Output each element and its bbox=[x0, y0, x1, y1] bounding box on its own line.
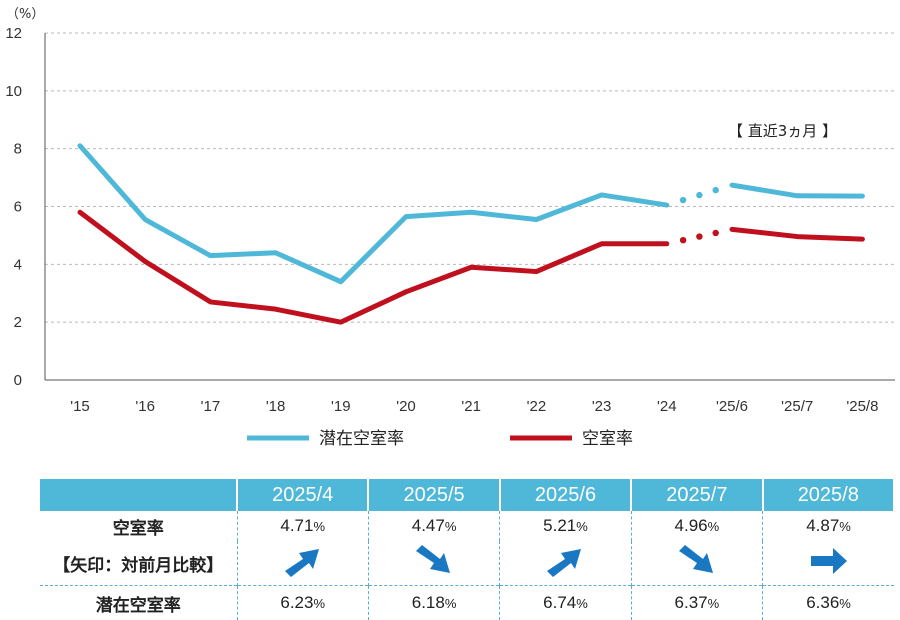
y-tick-label: 0 bbox=[14, 372, 22, 389]
series-lines bbox=[80, 146, 862, 322]
x-tick-label: '20 bbox=[396, 398, 416, 415]
up-right-arrow-icon bbox=[281, 543, 325, 579]
table-header-row: 2025/4 2025/5 2025/6 2025/7 2025/8 bbox=[40, 479, 894, 511]
trend-cell bbox=[631, 541, 762, 586]
trend-cell bbox=[237, 541, 368, 586]
header-blank bbox=[40, 479, 237, 511]
y-tick-label: 12 bbox=[5, 25, 22, 42]
x-tick-label: '25/6 bbox=[716, 398, 748, 415]
x-tick-label: '22 bbox=[527, 398, 547, 415]
gap-dot bbox=[713, 230, 719, 236]
gap-dot bbox=[680, 197, 686, 203]
vacancy-rate-cell: 4.47% bbox=[368, 511, 499, 541]
x-tick-label: '25/7 bbox=[781, 398, 813, 415]
vacancy-rate-row: 空室率 4.71% 4.47% 5.21% 4.96% 4.87% bbox=[40, 511, 894, 541]
x-tick-label: '23 bbox=[592, 398, 612, 415]
latent-vacancy-cell: 6.18% bbox=[368, 586, 499, 620]
vacancy-rate-cell: 4.96% bbox=[631, 511, 762, 541]
x-tick-label: '15 bbox=[70, 398, 90, 415]
trend-cell bbox=[763, 541, 894, 586]
series-line bbox=[80, 146, 667, 282]
latent-vacancy-cell: 6.37% bbox=[631, 586, 762, 620]
header-month: 2025/5 bbox=[368, 479, 499, 511]
gap-dot bbox=[696, 192, 702, 198]
vacancy-rate-label: 空室率 bbox=[40, 511, 237, 541]
x-tick-label: '24 bbox=[657, 398, 677, 415]
up-right-arrow-icon bbox=[543, 543, 587, 579]
series-line-recent bbox=[732, 229, 862, 239]
latent-vacancy-cell: 6.23% bbox=[237, 586, 368, 620]
vacancy-rate-cell: 4.71% bbox=[237, 511, 368, 541]
gap-dot bbox=[680, 237, 686, 243]
x-tick-label: '25/8 bbox=[846, 398, 878, 415]
x-tick-label: '21 bbox=[461, 398, 481, 415]
x-tick-label: '18 bbox=[266, 398, 286, 415]
header-month: 2025/8 bbox=[763, 479, 894, 511]
legend: 潜在空室率 空室率 bbox=[247, 429, 633, 449]
y-tick-label: 8 bbox=[14, 141, 22, 158]
latent-vacancy-cell: 6.74% bbox=[500, 586, 631, 620]
series-0 bbox=[80, 146, 862, 282]
y-unit-label: （%） bbox=[6, 7, 44, 22]
series-line bbox=[80, 212, 667, 322]
trend-cell bbox=[500, 541, 631, 586]
arrow-note: 【矢印：対前月比較】 bbox=[40, 541, 237, 586]
y-tick-label: 6 bbox=[14, 199, 22, 216]
down-right-arrow-icon bbox=[675, 543, 719, 579]
latent-vacancy-cell: 6.36% bbox=[763, 586, 894, 620]
trend-arrow-row: 【矢印：対前月比較】 bbox=[40, 541, 894, 586]
monthly-summary-table: 2025/4 2025/5 2025/6 2025/7 2025/8 空室率 4… bbox=[40, 479, 895, 620]
legend-label: 空室率 bbox=[582, 429, 633, 449]
x-tick-label: '19 bbox=[331, 398, 351, 415]
vacancy-rate-cell: 5.21% bbox=[500, 511, 631, 541]
header-month: 2025/7 bbox=[631, 479, 762, 511]
latent-vacancy-label: 潜在空室率 bbox=[40, 586, 237, 620]
recent-months-annotation: 【 直近3ヵ月 】 bbox=[728, 122, 837, 140]
y-tick-label: 10 bbox=[5, 83, 22, 100]
y-tick-label: 2 bbox=[14, 314, 22, 331]
trend-cell bbox=[368, 541, 499, 586]
y-tick-label: 4 bbox=[14, 256, 22, 273]
right-arrow-icon bbox=[807, 543, 851, 579]
series-1 bbox=[80, 212, 862, 322]
gap-dot bbox=[713, 187, 719, 193]
x-tick-label: '17 bbox=[201, 398, 221, 415]
series-line-recent bbox=[732, 185, 862, 196]
header-month: 2025/6 bbox=[500, 479, 631, 511]
legend-label: 潜在空室率 bbox=[319, 429, 404, 449]
gap-dot bbox=[696, 233, 702, 239]
axes: 0 2 4 6 8 10 12 '15 '16 '17 '18 '19 '20 '21 '22 '23 '24 '… bbox=[5, 25, 895, 415]
latent-vacancy-row: 潜在空室率 6.23% 6.18% 6.74% 6.37% 6.36% bbox=[40, 586, 894, 620]
vacancy-rate-cell: 4.87% bbox=[763, 511, 894, 541]
header-month: 2025/4 bbox=[237, 479, 368, 511]
down-right-arrow-icon bbox=[412, 543, 456, 579]
line-chart: 0 2 4 6 8 10 12 '15 '16 '17 '18 '19 '20 '21 '22 '23 '24 '… bbox=[0, 0, 900, 470]
x-tick-label: '16 bbox=[135, 398, 155, 415]
